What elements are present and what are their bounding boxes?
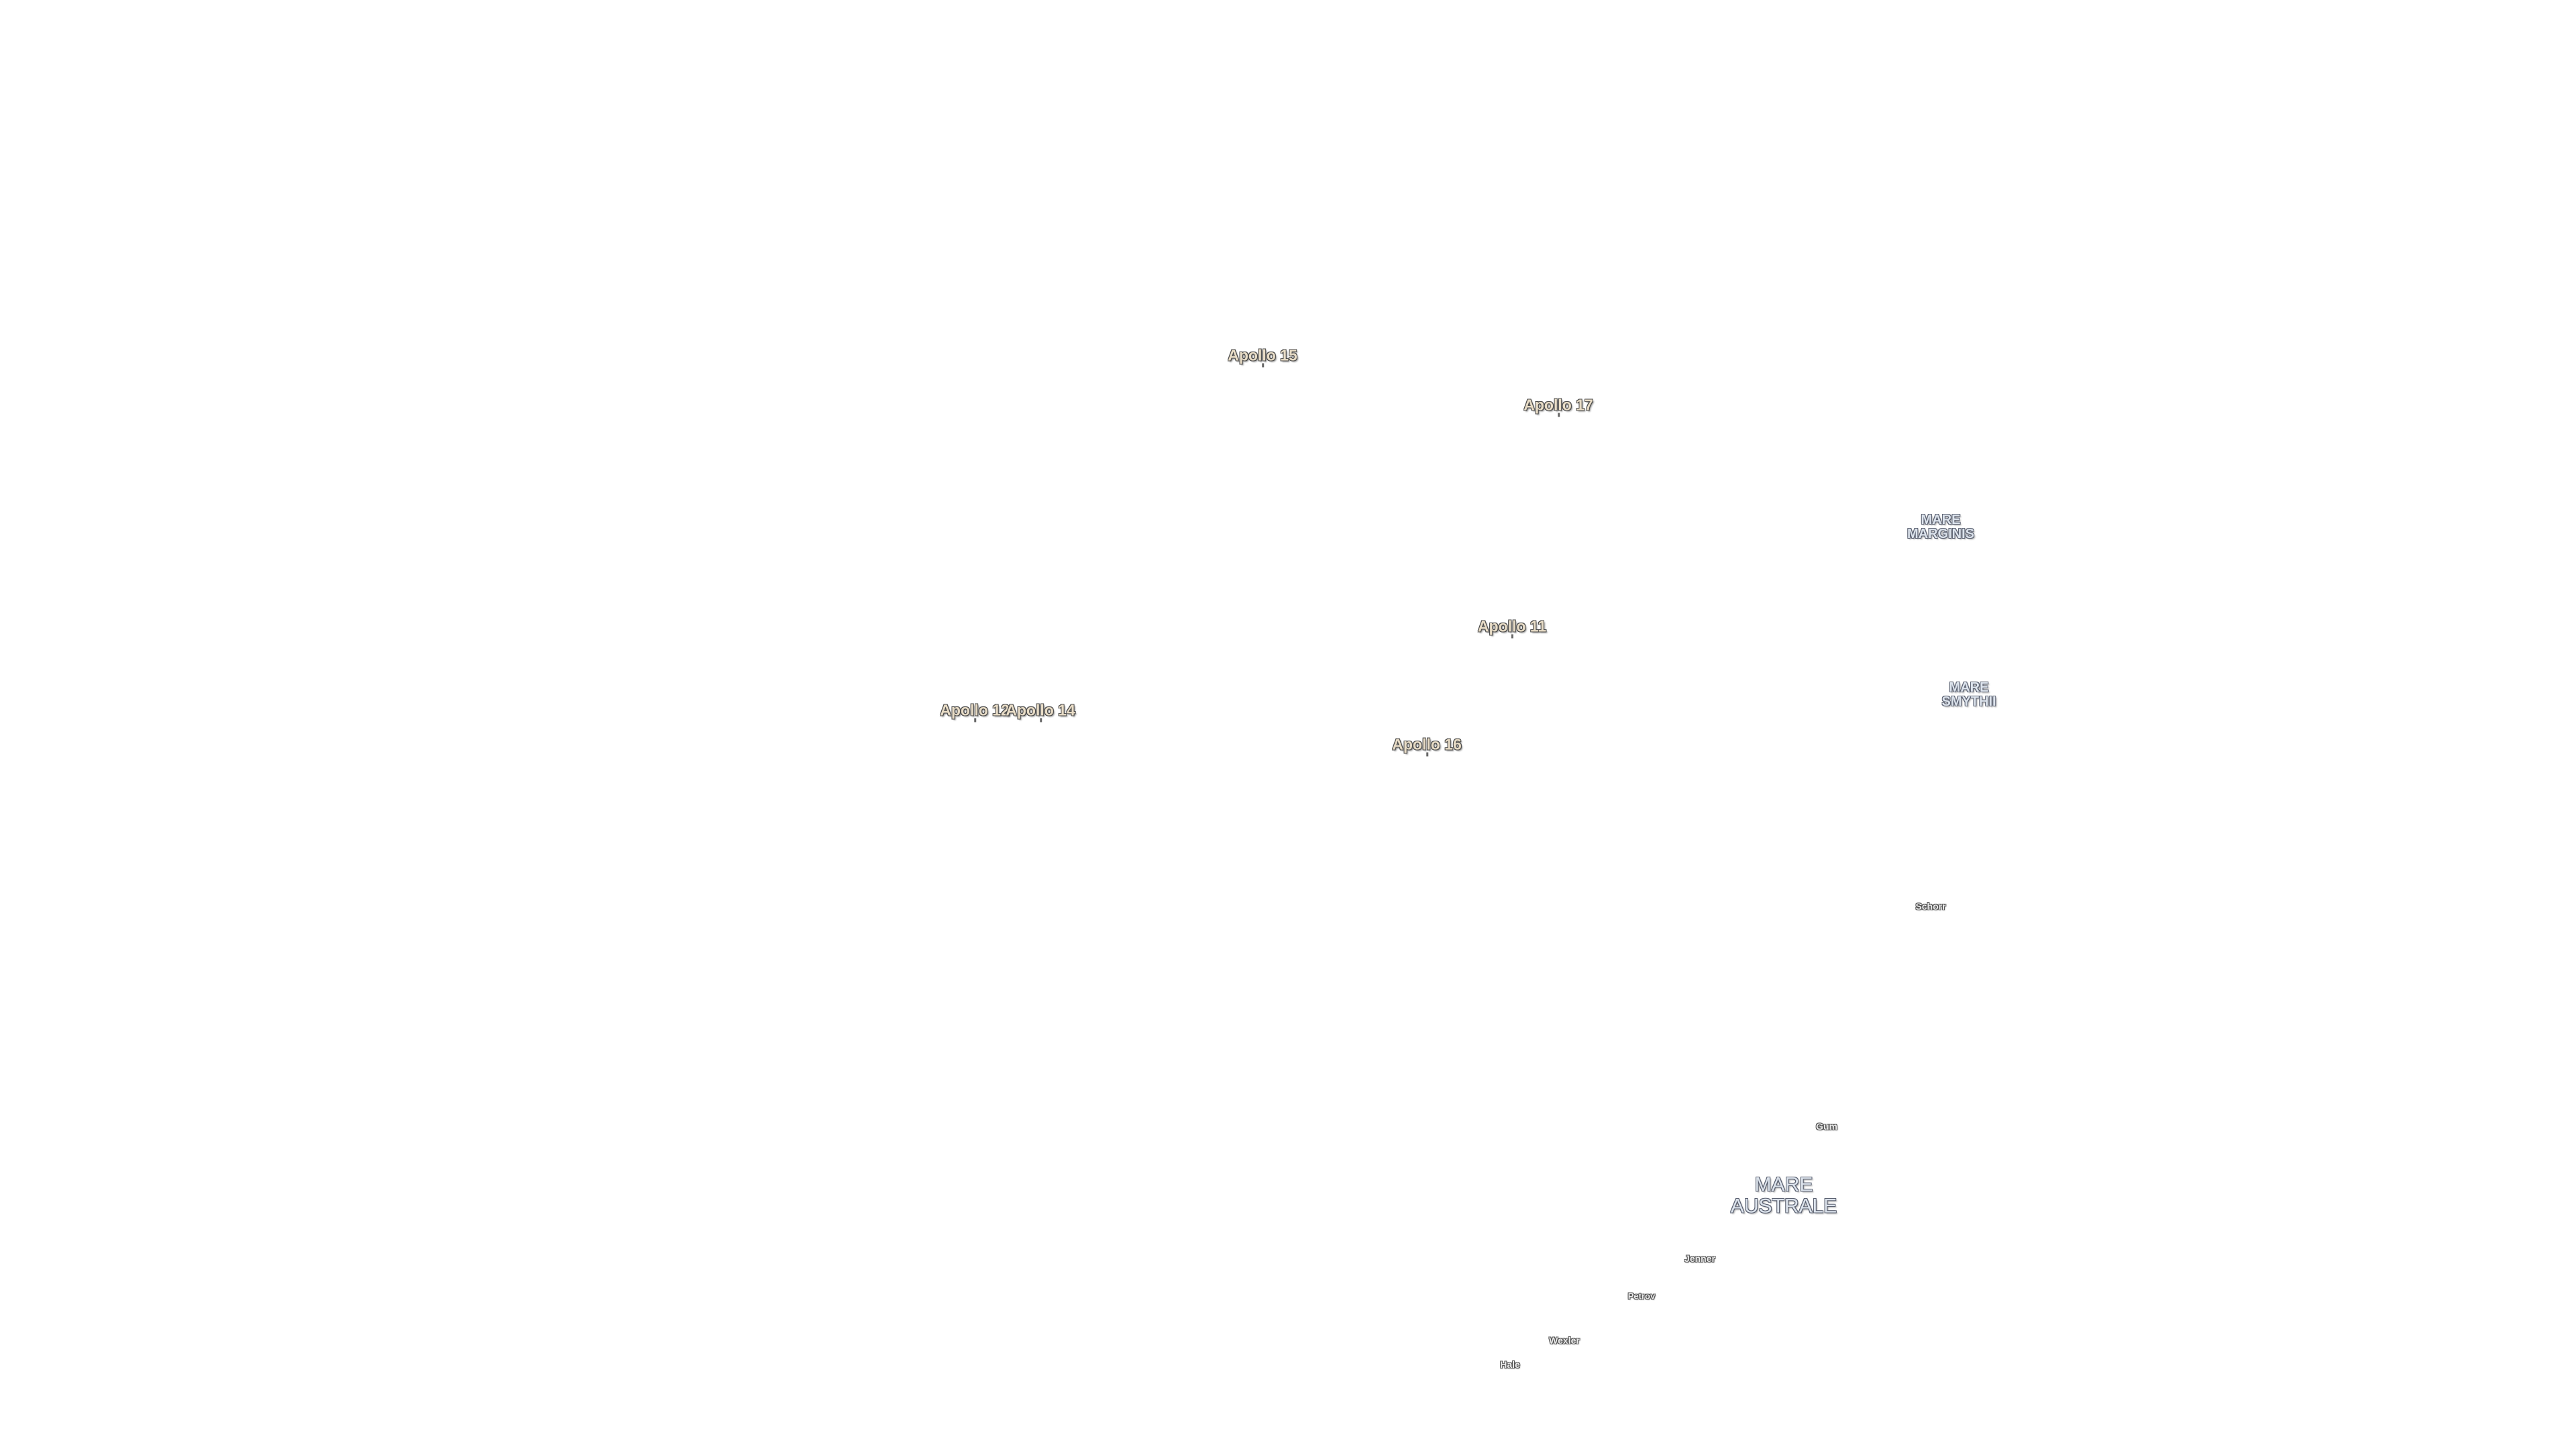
mare-marginis-line1: MARE bbox=[1921, 513, 1961, 527]
crater-hale-label[interactable]: Hale bbox=[1500, 1359, 1520, 1370]
mare-smythii-line2: SMYTHII bbox=[1941, 694, 1996, 709]
apollo-12-text: Apollo 12 bbox=[940, 701, 1010, 719]
apollo-11-text: Apollo 11 bbox=[1477, 617, 1547, 635]
apollo-12-label[interactable]: Apollo 12 bbox=[940, 701, 1010, 722]
apollo-16-text: Apollo 16 bbox=[1392, 735, 1462, 753]
mare-marginis-label[interactable]: MARE MARGINIS bbox=[1907, 513, 1974, 541]
mare-smythii-label[interactable]: MARE SMYTHII bbox=[1941, 681, 1996, 709]
mare-australe-line2: AUSTRALE bbox=[1730, 1195, 1837, 1217]
mare-smythii-line1: MARE bbox=[1949, 680, 1989, 695]
apollo-14-text: Apollo 14 bbox=[1006, 701, 1075, 719]
apollo-14-marker-icon bbox=[1039, 718, 1042, 722]
apollo-15-text: Apollo 15 bbox=[1228, 346, 1297, 364]
apollo-16-label[interactable]: Apollo 16 bbox=[1392, 735, 1462, 757]
crater-wexler-label[interactable]: Wexler bbox=[1549, 1335, 1580, 1346]
apollo-17-marker-icon bbox=[1557, 413, 1560, 417]
crater-jenner-label[interactable]: Jenner bbox=[1684, 1253, 1715, 1264]
apollo-17-label[interactable]: Apollo 17 bbox=[1523, 396, 1593, 417]
mare-australe-line1: MARE bbox=[1754, 1173, 1813, 1196]
apollo-12-marker-icon bbox=[973, 718, 976, 722]
apollo-15-marker-icon bbox=[1261, 363, 1264, 368]
apollo-11-marker-icon bbox=[1511, 634, 1513, 639]
apollo-11-label[interactable]: Apollo 11 bbox=[1477, 617, 1547, 639]
apollo-14-label[interactable]: Apollo 14 bbox=[1006, 701, 1075, 722]
crater-petrov-label[interactable]: Petrov bbox=[1627, 1291, 1656, 1301]
crater-schorr-label[interactable]: Schorr bbox=[1915, 901, 1946, 912]
apollo-16-marker-icon bbox=[1426, 752, 1428, 757]
mare-marginis-line2: MARGINIS bbox=[1907, 527, 1974, 541]
mare-australe-label[interactable]: MARE AUSTRALE bbox=[1730, 1173, 1837, 1217]
crater-gum-label[interactable]: Gum bbox=[1816, 1121, 1837, 1132]
apollo-17-text: Apollo 17 bbox=[1523, 396, 1593, 414]
apollo-15-label[interactable]: Apollo 15 bbox=[1228, 346, 1297, 368]
